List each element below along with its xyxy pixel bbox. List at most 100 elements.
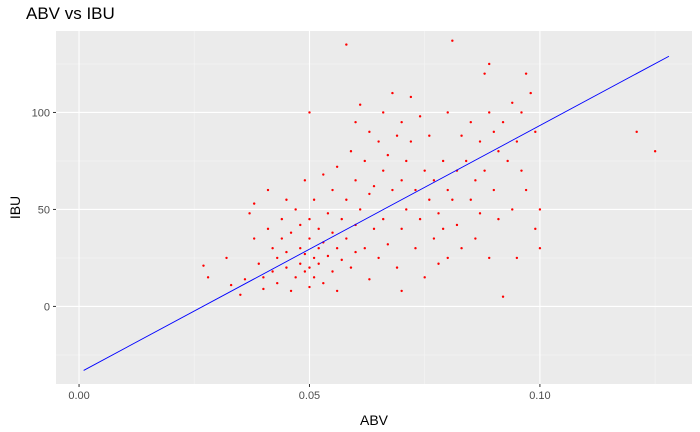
data-point	[206, 276, 210, 279]
x-tick-label: 0.10	[529, 390, 550, 402]
data-point	[497, 217, 500, 221]
data-point	[478, 212, 482, 215]
data-point	[483, 169, 486, 172]
data-point	[386, 243, 390, 246]
data-point	[488, 256, 491, 260]
regression-line	[83, 55, 670, 371]
data-point	[276, 256, 279, 260]
data-point	[460, 134, 463, 137]
data-point	[326, 254, 330, 258]
data-point	[400, 227, 403, 231]
data-point	[492, 130, 496, 134]
data-point	[322, 173, 325, 176]
data-point	[391, 188, 394, 192]
data-point	[451, 198, 454, 201]
data-point	[488, 111, 491, 114]
data-point	[345, 198, 348, 201]
data-point	[520, 111, 523, 114]
data-point	[524, 72, 528, 75]
data-point	[469, 120, 472, 124]
data-point	[432, 179, 436, 182]
data-point	[335, 289, 339, 293]
data-point	[414, 247, 417, 250]
data-point	[400, 289, 403, 293]
data-point	[497, 150, 500, 153]
data-point	[335, 247, 339, 250]
data-point	[437, 262, 440, 265]
data-point	[349, 266, 353, 269]
data-point	[400, 120, 403, 124]
data-point	[331, 188, 334, 192]
data-point	[312, 276, 316, 279]
data-point	[248, 212, 251, 215]
data-point	[317, 247, 320, 250]
data-point	[377, 256, 380, 260]
data-point	[312, 256, 316, 260]
major-gridlines	[56, 31, 692, 384]
data-point	[534, 130, 537, 134]
data-point	[285, 250, 288, 254]
data-point	[271, 247, 274, 250]
data-point	[257, 262, 260, 265]
data-point	[239, 293, 242, 296]
data-point	[377, 140, 380, 143]
data-point	[460, 247, 463, 250]
data-point	[414, 188, 417, 192]
data-point	[653, 150, 657, 153]
chart-title: ABV vs IBU	[26, 4, 115, 23]
data-point	[368, 130, 371, 134]
data-point	[446, 256, 449, 260]
x-axis-title: ABV	[360, 412, 389, 428]
data-point	[418, 115, 422, 118]
data-point	[289, 231, 293, 234]
y-axis-ticks: 0 50 100	[32, 107, 56, 313]
data-point	[368, 192, 371, 196]
data-point	[262, 276, 265, 279]
data-point	[345, 43, 348, 46]
data-point	[474, 237, 477, 240]
data-point	[446, 111, 449, 114]
data-point	[294, 276, 297, 279]
data-point	[501, 295, 505, 298]
data-point	[363, 159, 366, 163]
data-point	[469, 198, 472, 201]
data-point	[340, 217, 343, 221]
data-point	[266, 227, 270, 231]
data-point	[335, 165, 339, 168]
data-point	[276, 281, 279, 285]
data-point	[405, 159, 408, 163]
data-point	[534, 227, 537, 231]
data-point	[317, 262, 320, 265]
data-point	[428, 198, 431, 201]
data-point	[511, 101, 514, 104]
data-point	[363, 247, 366, 250]
data-points	[202, 39, 657, 298]
data-point	[478, 140, 482, 143]
data-point	[317, 227, 320, 231]
data-point	[441, 227, 445, 231]
data-point	[299, 262, 302, 265]
y-tick-label: 50	[38, 204, 50, 216]
plot-panel	[56, 31, 692, 384]
data-point	[354, 250, 357, 254]
data-point	[349, 150, 353, 153]
data-point	[331, 231, 334, 234]
x-tick-label: 0.00	[68, 390, 89, 402]
data-point	[322, 281, 325, 285]
data-point	[538, 208, 542, 211]
data-point	[285, 198, 288, 201]
y-axis-title: IBU	[7, 196, 23, 219]
data-point	[368, 278, 371, 281]
data-point	[455, 223, 459, 227]
data-point	[308, 237, 311, 240]
data-point	[266, 188, 270, 192]
data-point	[382, 217, 385, 221]
data-point	[262, 287, 265, 291]
data-point	[312, 198, 316, 201]
data-point	[441, 159, 445, 163]
data-point	[358, 208, 362, 211]
data-point	[391, 91, 394, 95]
data-point	[395, 134, 399, 137]
data-point	[252, 202, 256, 205]
